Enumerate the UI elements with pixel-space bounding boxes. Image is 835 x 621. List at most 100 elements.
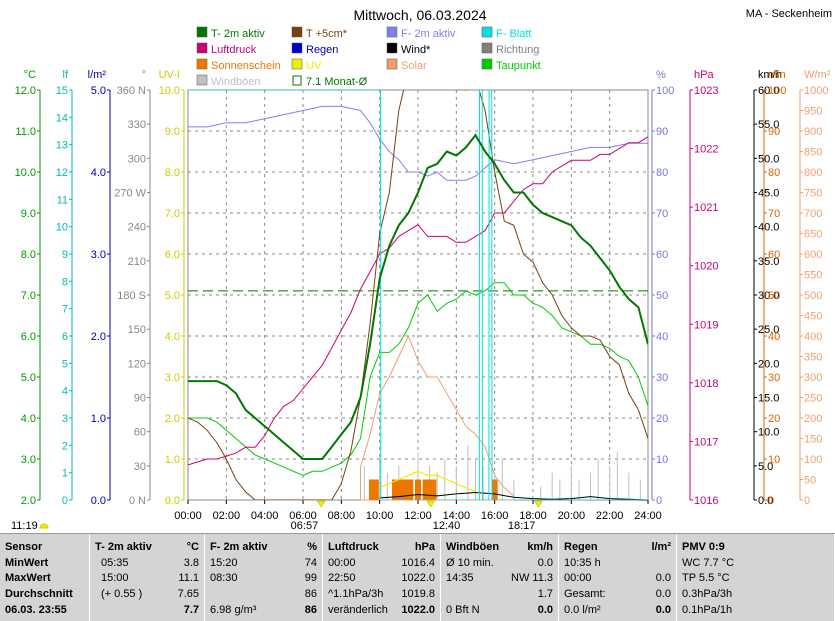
- time-left-label: 11:19: [11, 520, 38, 532]
- tick-label: 950: [804, 106, 822, 118]
- footer-cell-value: 0.0: [655, 604, 671, 616]
- footer-cell-label: WC 7.7 °C: [682, 557, 735, 569]
- tick-label: 30: [134, 461, 146, 473]
- footer-row: 0.0 l/m² 0.0: [562, 604, 673, 619]
- tick-label: 1017: [694, 436, 718, 448]
- tick-label: 10: [768, 454, 780, 466]
- legend-label: Windböen: [211, 76, 261, 88]
- tick-label: 40: [656, 331, 668, 343]
- station-name: MA - Seckenheim: [746, 8, 832, 20]
- legend-swatch: [291, 42, 303, 54]
- tick-label: 80: [768, 167, 780, 179]
- footer-cell-label: 05:35: [101, 557, 129, 569]
- tick-label: 30.0: [758, 290, 779, 302]
- tick-label: 2.0: [21, 495, 36, 507]
- footer-cell-label: 00:00: [328, 557, 356, 569]
- sunshine-bar: [395, 479, 402, 500]
- footer-col-temp: T- 2m aktiv °C 05:35 3.8 15:00 11.1 (+ 0.55 ) 7…: [90, 534, 205, 621]
- footer-title: T- 2m aktiv: [95, 541, 152, 553]
- axis-unit: °C: [24, 69, 36, 81]
- footer-cell-label: 14:35: [446, 572, 474, 584]
- footer-unit: l/m²: [651, 541, 671, 553]
- tick-label: 45.0: [758, 188, 779, 200]
- legend-swatch: [481, 42, 493, 54]
- footer-cell-label: 06.03. 23:55: [5, 604, 67, 616]
- tick-label: 90: [656, 126, 668, 138]
- footer-cell-value: 0.0: [537, 557, 553, 569]
- tick-label: 15.0: [758, 393, 779, 405]
- axis-unit: l/m²: [88, 69, 107, 81]
- tick-label: 1.0: [91, 413, 106, 425]
- sunshine-bar: [372, 479, 379, 500]
- legend-label: 7.1 Monat-Ø: [306, 76, 368, 88]
- footer-unit: %: [307, 541, 317, 553]
- tick-label: 4.0: [91, 167, 106, 179]
- footer-row: 0.3hPa/3h: [680, 588, 831, 603]
- footer-cell-value: 86: [304, 588, 317, 600]
- tick-label: 0: [656, 495, 662, 507]
- tick-label: 350: [804, 352, 822, 364]
- tick-label: 55.0: [758, 119, 779, 131]
- footer-header: Sensor: [3, 541, 86, 556]
- footer-cell-value: NW 11.3: [511, 572, 553, 584]
- footer-title: Regen: [564, 541, 598, 553]
- footer-unit: °C: [186, 541, 199, 553]
- tick-label: 20: [656, 413, 668, 425]
- x-tick-label: 22:00: [596, 510, 624, 522]
- tick-label: 2.0: [91, 331, 106, 343]
- footer-cell-label: (+ 0.55 ): [101, 588, 143, 600]
- footer-row: MinWert: [3, 557, 86, 572]
- tick-label: 3.0: [91, 249, 106, 261]
- tick-label: 10: [56, 222, 68, 234]
- tick-label: 12: [56, 167, 68, 179]
- tick-label: 10.0: [758, 427, 779, 439]
- wind-series: [379, 491, 649, 501]
- footer-row: 00:00 1016.4: [326, 557, 437, 572]
- footer-row: (+ 0.55 ) 7.65: [93, 588, 201, 603]
- legend-swatch: [291, 58, 303, 70]
- footer-row: Durchschnitt: [3, 588, 86, 603]
- tick-label: 50: [768, 290, 780, 302]
- tick-label: 240: [128, 222, 146, 234]
- footer-cell-label: 0.3hPa/3h: [682, 588, 733, 600]
- footer-cell-value: 3.8: [183, 557, 199, 569]
- footer-row: 05:35 3.8: [93, 557, 201, 572]
- tick-label: 40: [768, 331, 780, 343]
- footer-title: PMV 0:9: [682, 541, 725, 553]
- footer-cell-label: 08:30: [210, 572, 238, 584]
- tick-label: 9.0: [165, 126, 180, 138]
- footer-row: TP 5.5 °C: [680, 572, 831, 587]
- footer-cell-value: 7.7: [183, 604, 199, 616]
- tick-label: 30: [656, 372, 668, 384]
- tick-label: 210: [128, 256, 146, 268]
- footer-row: MaxWert: [3, 572, 86, 587]
- bar-series: [360, 334, 649, 501]
- footer-cell-value: 11.1: [178, 572, 199, 584]
- sun-marker-time: 06:57: [291, 520, 319, 532]
- legend-swatch: [386, 26, 398, 38]
- sunshine-bar: [415, 479, 421, 500]
- legend-swatch: [196, 42, 208, 54]
- tick-label: 1.0: [165, 454, 180, 466]
- footer-title: Sensor: [5, 541, 43, 553]
- legend-label: T- 2m aktiv: [211, 28, 265, 40]
- footer-cell-label: 15:00: [101, 572, 129, 584]
- x-tick-label: 16:00: [481, 510, 509, 522]
- footer-cell-label: 15:20: [210, 557, 238, 569]
- tick-label: 1: [62, 468, 68, 480]
- tick-label: 40.0: [758, 222, 779, 234]
- footer-col-press: Luftdruck hPa 00:00 1016.4 22:50 1022.0 ^1.1hP…: [323, 534, 441, 621]
- footer-header: Windböen km/h: [444, 541, 555, 556]
- footer-cell-label: 10:35 h: [564, 557, 601, 569]
- tick-label: 5.0: [165, 290, 180, 302]
- tick-label: 10.0: [159, 85, 180, 97]
- sun-marker-icon: [533, 500, 543, 508]
- tick-label: 4.0: [21, 413, 36, 425]
- legend-label: Sonnenschein: [211, 60, 281, 72]
- tick-label: 4.0: [165, 331, 180, 343]
- tick-label: 300: [804, 372, 822, 384]
- tick-label: 11: [57, 194, 68, 206]
- tick-label: 150: [128, 324, 146, 336]
- uv-series: [379, 470, 476, 493]
